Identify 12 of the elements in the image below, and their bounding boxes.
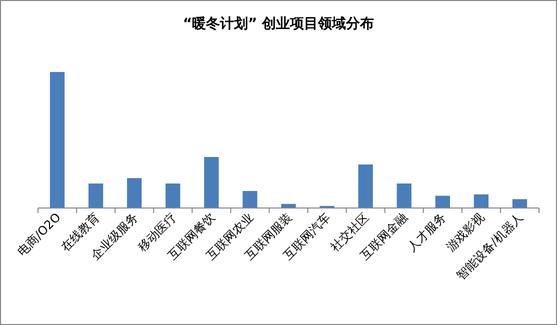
bar	[127, 178, 142, 208]
bar	[512, 199, 528, 208]
bar	[435, 196, 450, 208]
bar	[204, 157, 219, 208]
bar	[166, 184, 180, 208]
bar	[88, 184, 104, 208]
bar	[474, 194, 489, 208]
chart-title: “暖冬计划” 创业项目领域分布	[182, 15, 374, 32]
bar	[242, 191, 258, 208]
bar	[358, 164, 373, 208]
bar	[396, 184, 412, 208]
bar	[50, 72, 65, 208]
